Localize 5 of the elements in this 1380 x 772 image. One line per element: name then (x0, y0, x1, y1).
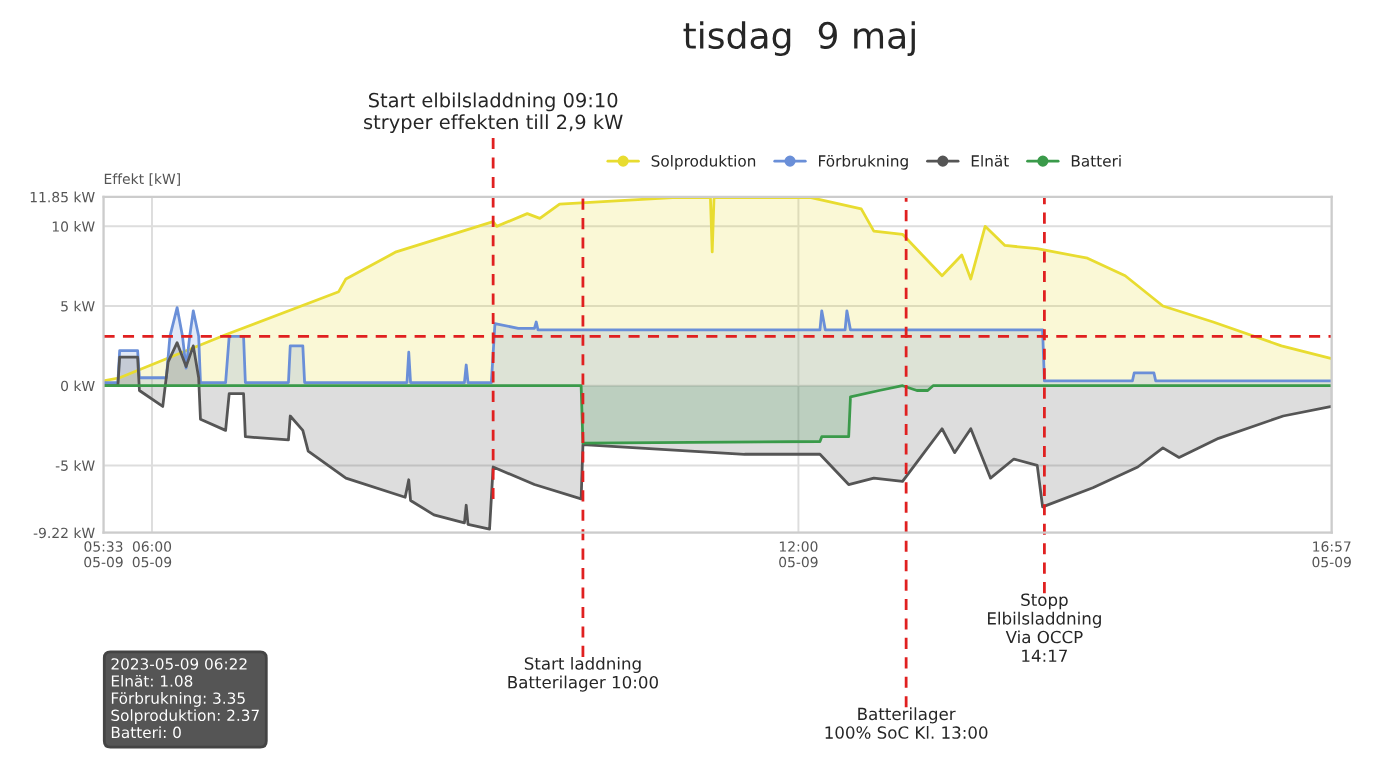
ref-line-label: Start elbilsladdning 09:10 stryper effekten till 2,9 kW (364, 92, 623, 134)
ref-line-label: Stopp Elbilsladdning Via OCCP 14:17 (988, 593, 1101, 662)
chart-title: tisdag 9 maj (683, 21, 915, 57)
ref-line-label: Start laddning Batterilager 10:00 (508, 656, 658, 692)
ref-line-label: Batterilager 100% SoC Kl. 13:00 (825, 707, 988, 739)
